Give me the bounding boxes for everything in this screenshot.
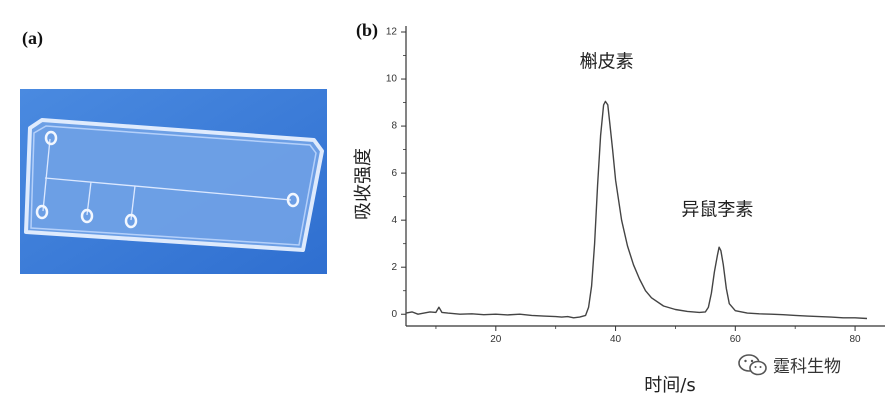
x-tick-label: 60 — [730, 334, 742, 345]
watermark-text: 霆科生物 — [773, 357, 841, 377]
x-tick-label: 80 — [850, 334, 862, 345]
x-tick-label: 40 — [610, 334, 622, 345]
data-series — [405, 100, 868, 320]
y-axis-title: 吸收强度 — [353, 148, 374, 220]
series-line — [405, 100, 868, 320]
axes: 0 2 4 6 8 10 12 20 40 60 80 — [386, 26, 885, 345]
microfluidic-chip-photo — [20, 89, 327, 274]
y-tick-label: 4 — [391, 215, 397, 226]
x-tick-label: 20 — [490, 334, 502, 345]
y-tick-label: 0 — [391, 309, 397, 320]
panel-label-a: (a) — [22, 28, 43, 48]
wechat-icon — [738, 353, 767, 375]
y-tick-label: 10 — [386, 74, 398, 85]
y-tick-label: 12 — [386, 27, 398, 38]
peak-label: 异鼠李素 — [681, 199, 753, 220]
y-tick-label: 2 — [391, 262, 397, 273]
peak-label: 槲皮素 — [580, 51, 634, 72]
panel-label-b: (b) — [356, 20, 378, 40]
y-tick-label: 8 — [391, 121, 397, 132]
watermark: 霆科生物 — [737, 352, 841, 377]
glass-chip — [24, 118, 324, 252]
x-axis-title: 时间/s — [644, 375, 695, 396]
chip-reservoirs — [35, 130, 300, 229]
y-tick-label: 6 — [391, 168, 397, 179]
